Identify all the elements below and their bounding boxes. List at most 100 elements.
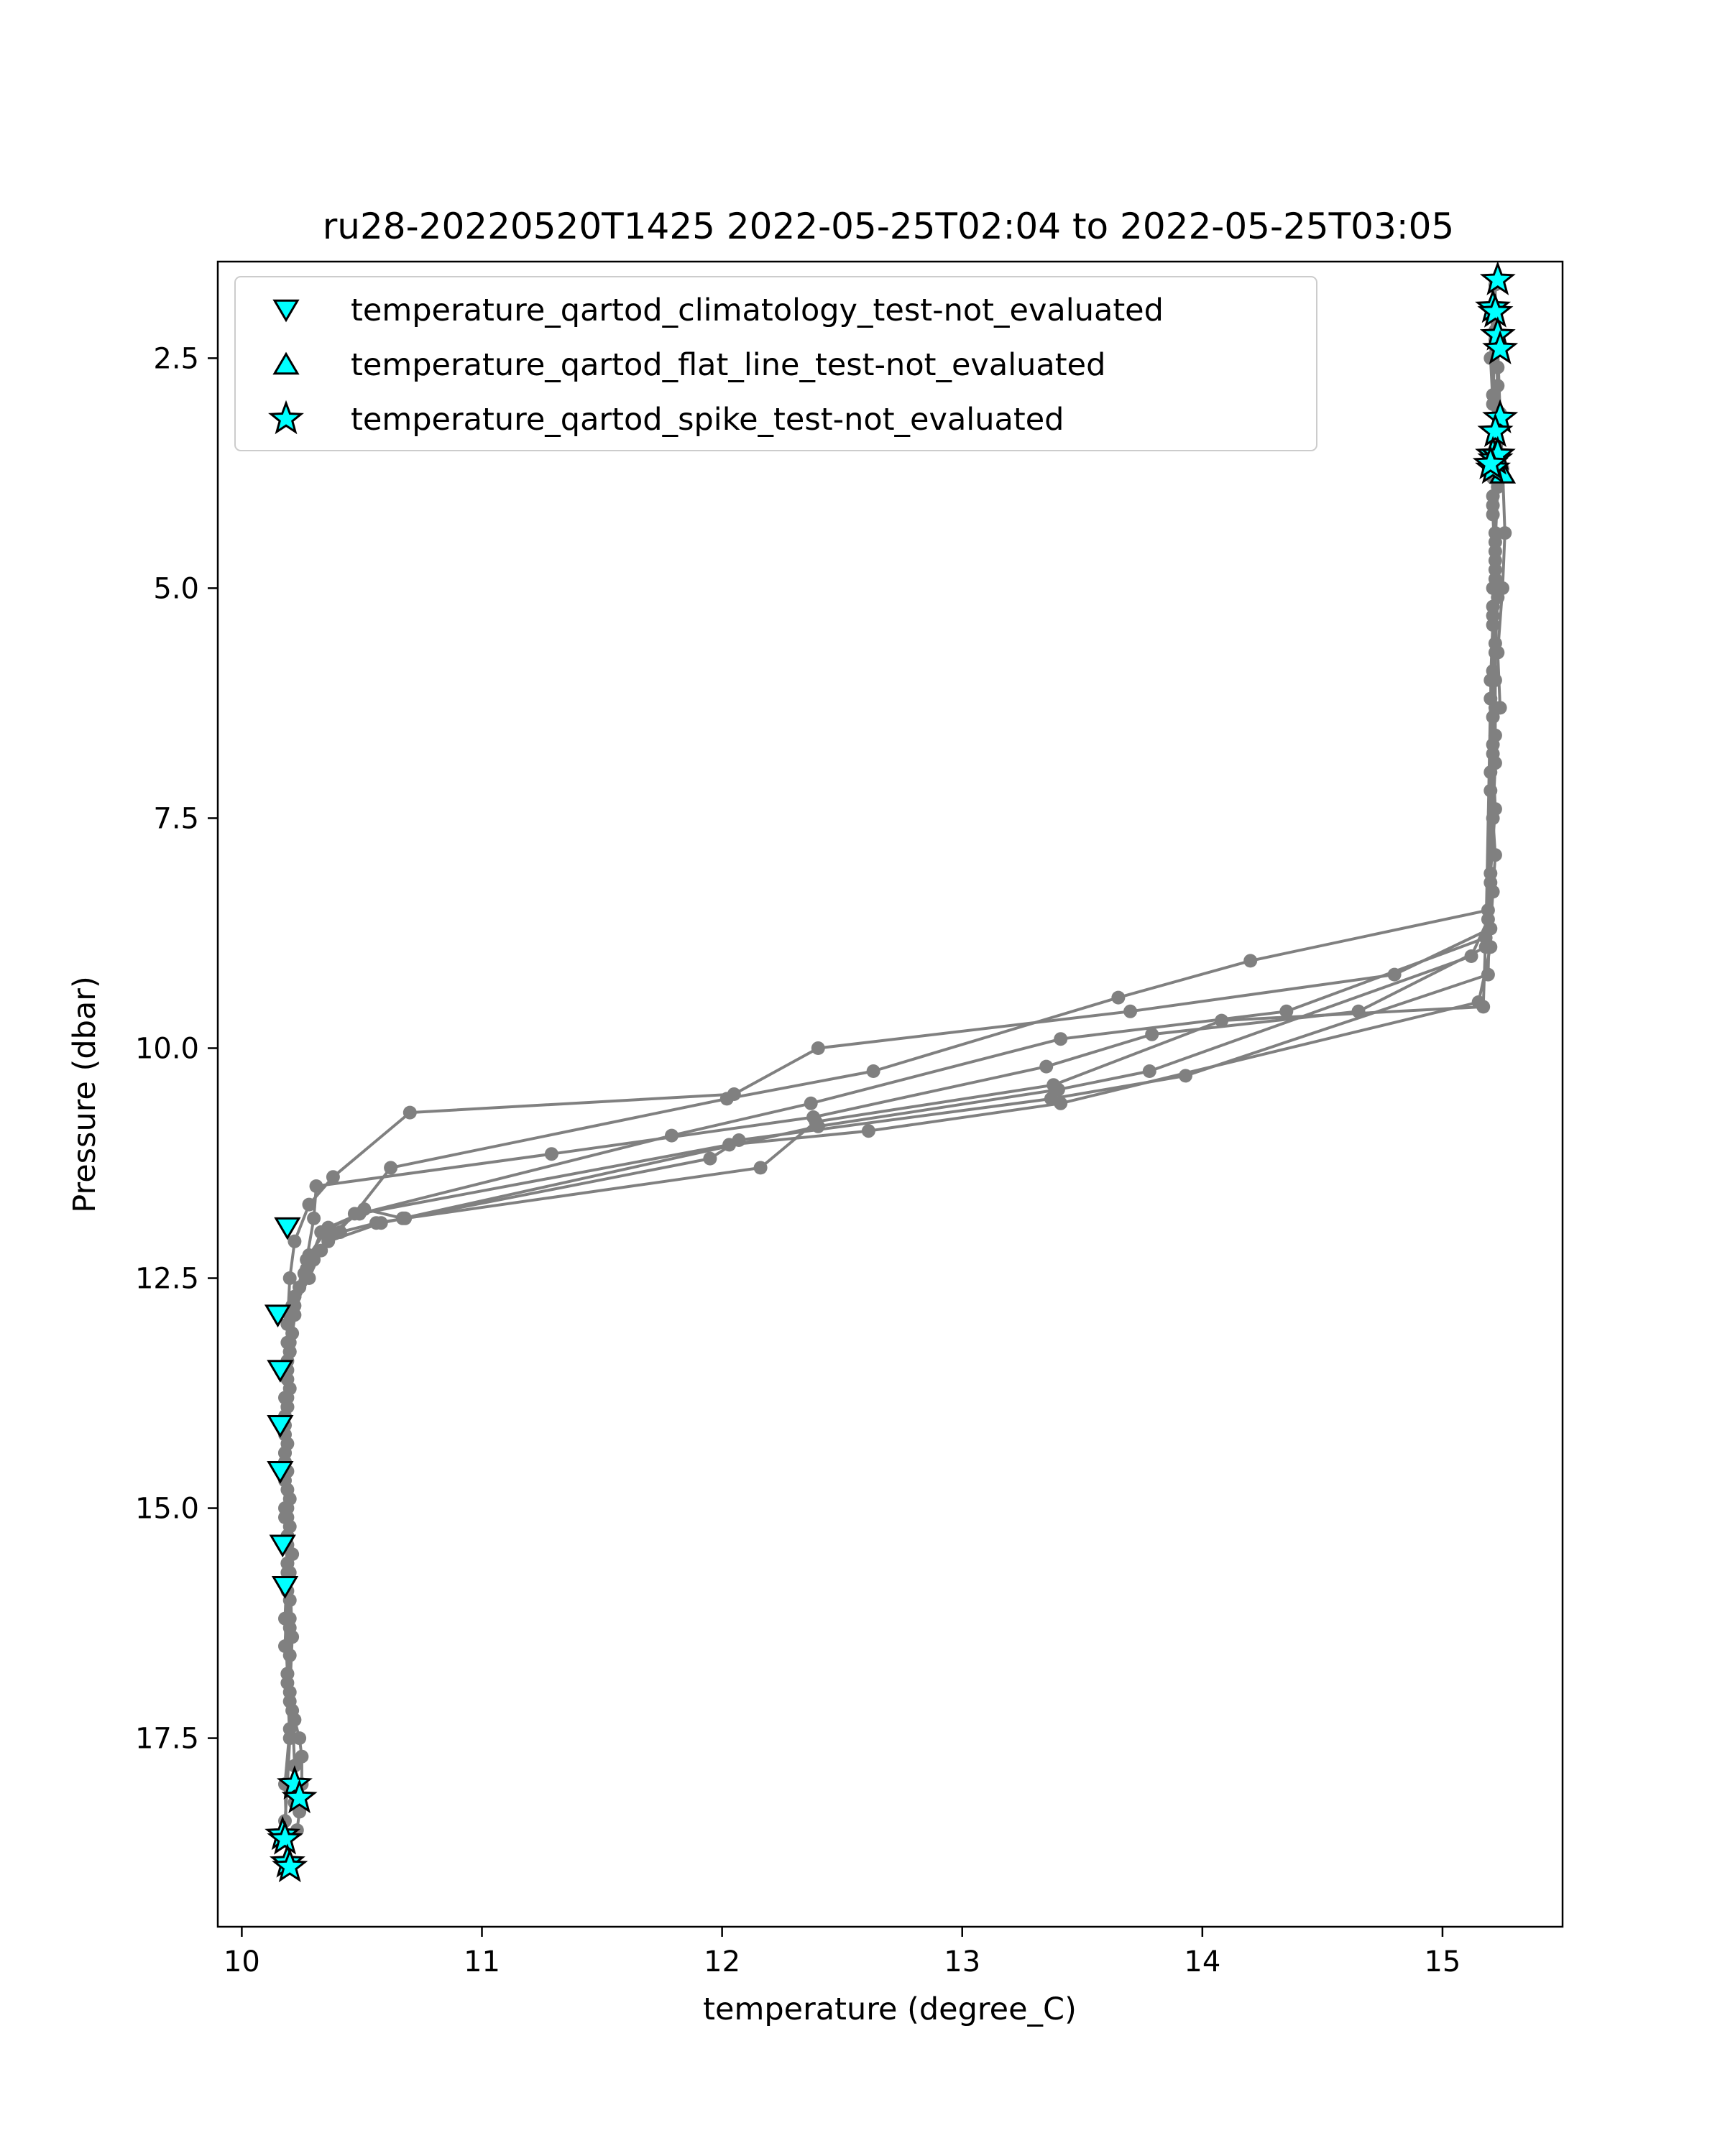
profile-point <box>1484 866 1498 880</box>
profile-point <box>295 1749 309 1764</box>
profile-point <box>1054 1096 1068 1110</box>
flag-marker <box>1482 399 1519 433</box>
profile-point <box>1215 1013 1229 1028</box>
legend-label: temperature_qartod_spike_test-not_evalua… <box>351 402 1064 438</box>
profile-point <box>1491 645 1505 660</box>
legend-marker <box>268 400 304 435</box>
flag-series-star <box>264 261 1519 1883</box>
profile-point <box>811 1119 825 1133</box>
x-tick-label: 15 <box>1424 1945 1460 1978</box>
profile-point <box>1488 526 1502 540</box>
plot-area <box>264 261 1519 1883</box>
legend-frame <box>234 276 1317 451</box>
profile-point <box>285 1547 300 1562</box>
profile-point <box>1484 940 1498 954</box>
flag-marker <box>271 1576 299 1599</box>
profile-line <box>1491 312 1506 708</box>
profile-point <box>1464 949 1478 963</box>
profile-point <box>1481 912 1495 926</box>
profile-point <box>861 1124 875 1138</box>
profile-point <box>1488 802 1502 816</box>
profile-point <box>282 1694 297 1708</box>
profile-point <box>1486 747 1500 761</box>
profile-point <box>1111 990 1126 1005</box>
legend-entry-triangle-down: temperature_qartod_climatology_test-not_… <box>272 292 1164 328</box>
profile-point <box>1488 572 1502 586</box>
profile-point <box>1496 581 1509 595</box>
profile-point <box>1243 954 1258 968</box>
flag-marker <box>1477 413 1514 448</box>
profile-point <box>722 1138 737 1152</box>
profile-line <box>285 946 1492 1554</box>
profile-point <box>352 1207 367 1221</box>
x-axis-label: temperature (degree_C) <box>703 1991 1077 2027</box>
y-axis: 2.5 5.0 7.5 10.0 12.5 15.0 17.5 <box>135 342 218 1756</box>
flag-series-triangle-down <box>264 1217 301 1599</box>
profile-point <box>1039 1059 1054 1074</box>
flag-marker <box>1472 445 1509 479</box>
profile-point <box>1054 1032 1068 1046</box>
x-tick-label: 11 <box>464 1945 500 1978</box>
y-axis-label: Pressure (dbar) <box>67 976 103 1212</box>
profile-point <box>665 1128 678 1143</box>
profile-point <box>321 1220 336 1235</box>
profile-point <box>285 1630 300 1644</box>
legend-marker <box>272 351 300 375</box>
profile-point <box>282 1381 297 1396</box>
flag-marker <box>1482 330 1519 364</box>
flag-marker <box>267 1820 303 1855</box>
y-tick-label: 10.0 <box>135 1032 199 1065</box>
flag-marker <box>267 1415 294 1438</box>
flag-marker <box>267 1461 294 1484</box>
flag-marker <box>276 1765 313 1800</box>
flag-marker <box>272 1848 308 1883</box>
y-tick-label: 15.0 <box>135 1493 199 1526</box>
flag-marker <box>269 1534 296 1558</box>
profile-point <box>302 1248 316 1262</box>
profile-point <box>307 1211 321 1225</box>
flag-marker <box>281 1779 318 1814</box>
profile-point <box>753 1161 768 1175</box>
y-tick-label: 12.5 <box>135 1263 199 1296</box>
profile-point <box>384 1161 398 1175</box>
profile-7 <box>280 940 1498 1562</box>
profile-point <box>278 1639 292 1654</box>
profile-point <box>395 1211 410 1225</box>
flag-marker <box>1479 261 1516 295</box>
profile-point <box>804 1096 818 1110</box>
profile-point <box>302 1197 316 1212</box>
profile-point <box>326 1170 340 1184</box>
legend: temperature_qartod_climatology_test-not_… <box>234 276 1317 451</box>
legend-marker <box>272 299 300 323</box>
x-axis: 10 11 12 13 14 15 <box>224 1927 1460 1978</box>
x-tick-label: 13 <box>944 1945 980 1978</box>
profile-point <box>280 1437 295 1451</box>
profile-point <box>1123 1004 1138 1018</box>
profile-point <box>402 1105 417 1120</box>
x-tick-label: 14 <box>1184 1945 1220 1978</box>
profile-point <box>1488 728 1502 742</box>
profile-point <box>282 1492 297 1506</box>
x-tick-label: 12 <box>704 1945 740 1978</box>
profile-point <box>293 1805 307 1819</box>
profile-point <box>282 1611 297 1626</box>
profile-point <box>288 1234 302 1248</box>
profile-point <box>811 1041 825 1055</box>
y-tick-label: 5.0 <box>153 572 199 605</box>
profile-point <box>703 1151 717 1166</box>
plot-frame <box>216 260 1564 1928</box>
profile-point <box>1051 1082 1065 1097</box>
profile-point <box>285 1326 300 1340</box>
y-tick-label: 2.5 <box>153 342 199 375</box>
profile-point <box>1471 995 1486 1009</box>
flag-marker <box>267 1360 294 1383</box>
legend-label: temperature_qartod_flat_line_test-not_ev… <box>351 347 1105 383</box>
profile-point <box>374 1216 388 1230</box>
x-tick-label: 10 <box>224 1945 260 1978</box>
profile-point <box>293 1280 307 1294</box>
flag-marker <box>264 1304 292 1328</box>
legend-label: temperature_qartod_climatology_test-not_… <box>351 292 1164 328</box>
profile-point <box>288 1713 302 1727</box>
profile-point <box>866 1064 880 1078</box>
